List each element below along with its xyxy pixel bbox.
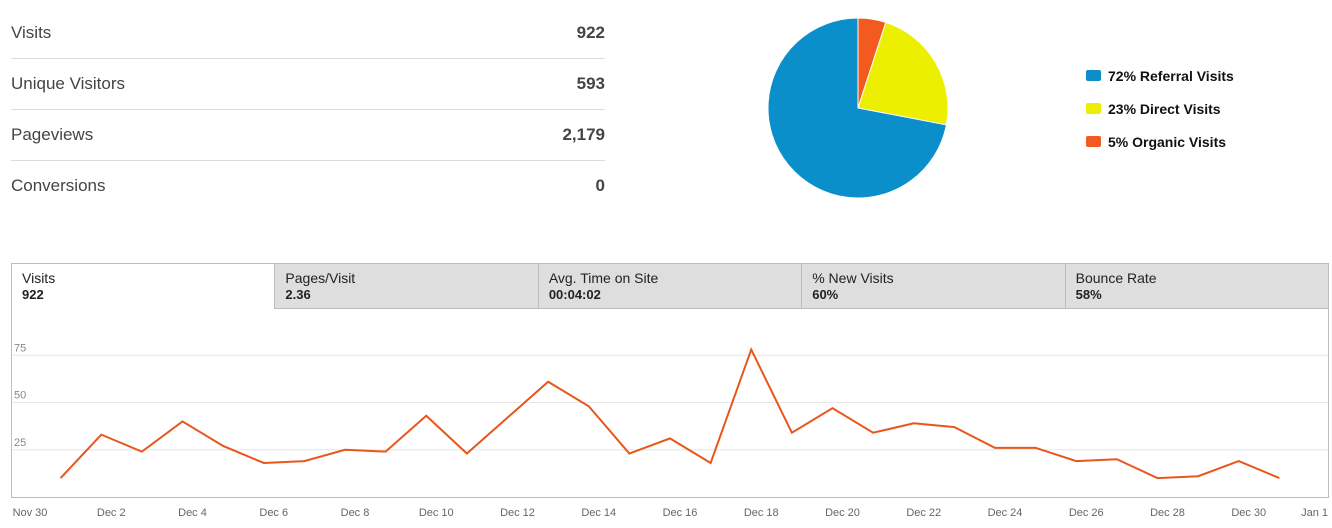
stat-label: Visits: [11, 23, 52, 42]
x-tick-label: Dec 24: [988, 507, 1023, 519]
data-point[interactable]: [1155, 475, 1161, 481]
tab-label: % New Visits: [812, 270, 894, 286]
pie-slice-referral: [767, 17, 947, 199]
data-point[interactable]: [423, 413, 429, 419]
data-point[interactable]: [383, 449, 389, 455]
data-point[interactable]: [667, 435, 673, 441]
stat-row-conversions: Conversions 0: [11, 161, 605, 211]
stat-value: 2,179: [562, 125, 605, 144]
data-point[interactable]: [951, 424, 957, 430]
data-point[interactable]: [261, 460, 267, 466]
stat-label: Pageviews: [11, 125, 94, 144]
tab-value: 00:04:02: [548, 287, 601, 302]
data-point[interactable]: [505, 415, 511, 421]
tab-label: Pages/Visit: [285, 270, 356, 286]
data-point[interactable]: [1195, 473, 1201, 479]
y-tick-label: 50: [14, 390, 26, 402]
pie-slice-direct: [857, 21, 949, 126]
traffic-sources-pie: [767, 17, 949, 199]
data-point[interactable]: [1033, 445, 1039, 451]
data-point[interactable]: [301, 458, 307, 464]
y-tick-label: 25: [14, 437, 26, 449]
x-tick-label: Nov 30: [13, 507, 48, 519]
stat-row-visits: Visits 922: [11, 8, 605, 59]
data-point[interactable]: [911, 420, 917, 426]
x-tick-label: Dec 20: [825, 507, 860, 519]
x-tick-label: Dec 22: [906, 507, 941, 519]
stat-value: 922: [576, 23, 605, 42]
legend-item-referral: 72% Referral Visits: [1086, 59, 1234, 92]
x-tick-label: Dec 26: [1069, 507, 1104, 519]
legend-label: 72% Referral Visits: [1108, 67, 1234, 84]
metrics-panel: Visits 922 Pages/Visit 2.36 Avg. Time on…: [11, 263, 1329, 498]
tab-new-visits[interactable]: % New Visits 60%: [801, 264, 1065, 309]
tab-bounce-rate[interactable]: Bounce Rate 58%: [1064, 264, 1329, 309]
stat-label: Conversions: [11, 176, 106, 195]
legend-swatch: [1086, 103, 1101, 114]
data-point[interactable]: [748, 347, 754, 353]
data-point[interactable]: [586, 403, 592, 409]
stat-value: 593: [576, 74, 605, 93]
data-point[interactable]: [830, 405, 836, 411]
data-point[interactable]: [545, 379, 551, 385]
x-tick-label: Dec 28: [1150, 507, 1185, 519]
data-point[interactable]: [1236, 458, 1242, 464]
data-point[interactable]: [98, 432, 104, 438]
x-tick-label: Dec 14: [581, 507, 616, 519]
x-tick-label: Dec 4: [178, 507, 207, 519]
x-tick-label: Dec 30: [1231, 507, 1266, 519]
tab-visits[interactable]: Visits 922: [12, 264, 275, 309]
data-point[interactable]: [139, 449, 145, 455]
series-line-visits: [59, 347, 1280, 480]
legend-label: 5% Organic Visits: [1108, 133, 1227, 150]
pie-legend: 72% Referral Visits 23% Direct Visits 5%…: [1086, 59, 1234, 158]
legend-swatch: [1086, 70, 1101, 81]
summary-stats: Visits 922 Unique Visitors 593 Pageviews…: [11, 8, 605, 211]
x-tick-label: Dec 2: [97, 507, 126, 519]
x-tick-label: Dec 10: [419, 507, 454, 519]
data-point[interactable]: [789, 430, 795, 436]
tab-avg-time-on-site[interactable]: Avg. Time on Site 00:04:02: [537, 264, 802, 309]
stat-row-unique-visitors: Unique Visitors 593: [11, 59, 605, 110]
stat-row-pageviews: Pageviews 2,179: [11, 110, 605, 161]
x-tick-label: Dec 8: [341, 507, 370, 519]
tab-value: 2.36: [285, 287, 311, 302]
data-point[interactable]: [708, 460, 714, 466]
data-point[interactable]: [342, 447, 348, 453]
x-tick-label: Jan 1: [1301, 507, 1328, 519]
x-tick-label: Dec 18: [744, 507, 779, 519]
data-point[interactable]: [464, 451, 470, 457]
legend-item-direct: 23% Direct Visits: [1086, 92, 1234, 125]
x-tick-label: Dec 12: [500, 507, 535, 519]
legend-swatch: [1086, 136, 1101, 147]
tab-pages-per-visit[interactable]: Pages/Visit 2.36: [274, 264, 538, 309]
metric-tabs: Visits 922 Pages/Visit 2.36 Avg. Time on…: [12, 264, 1329, 309]
tab-value: 58%: [1075, 287, 1102, 302]
stat-value: 0: [595, 176, 605, 195]
data-point[interactable]: [870, 430, 876, 436]
y-tick-label: 75: [14, 342, 26, 354]
x-tick-label: Dec 6: [259, 507, 288, 519]
tab-value: 60%: [812, 287, 839, 302]
legend-item-organic: 5% Organic Visits: [1086, 125, 1234, 158]
stat-label: Unique Visitors: [11, 74, 126, 93]
data-point[interactable]: [1114, 456, 1120, 462]
x-tick-label: Dec 16: [663, 507, 698, 519]
tab-value: 922: [22, 287, 44, 302]
legend-label: 23% Direct Visits: [1108, 100, 1221, 117]
data-point[interactable]: [1073, 458, 1079, 464]
data-point[interactable]: [626, 451, 632, 457]
data-point[interactable]: [220, 443, 226, 449]
data-point[interactable]: [992, 445, 998, 451]
data-point[interactable]: [180, 418, 186, 424]
data-point[interactable]: [1276, 475, 1282, 481]
tab-label: Avg. Time on Site: [548, 270, 659, 286]
tab-label: Visits: [22, 270, 56, 286]
data-point[interactable]: [58, 475, 64, 481]
tab-label: Bounce Rate: [1075, 270, 1157, 286]
